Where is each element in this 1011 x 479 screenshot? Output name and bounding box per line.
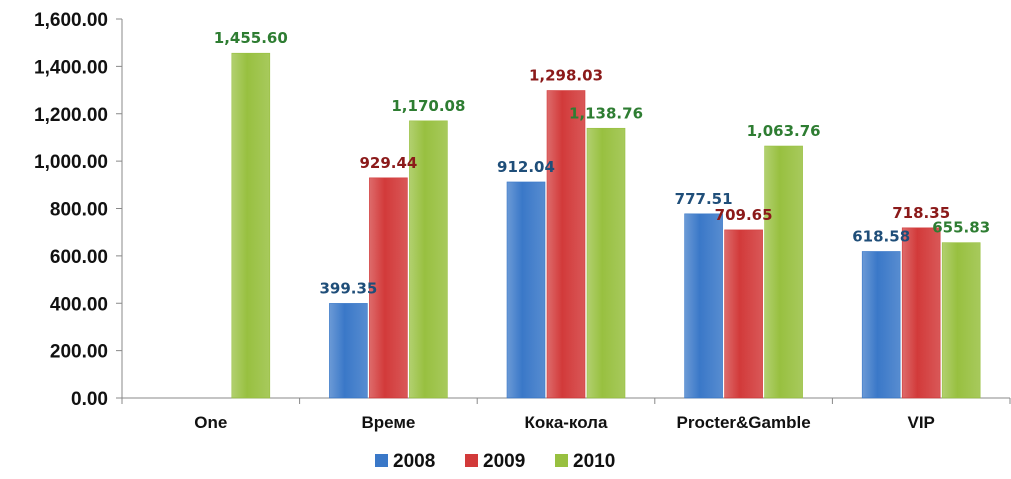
bar-2009 [724, 229, 763, 399]
legend-label-2010: 2010 [573, 451, 615, 472]
legend-swatch-2009 [465, 454, 478, 467]
bar-2008 [506, 181, 546, 399]
bar-2009 [901, 227, 941, 399]
bar-2009 [546, 90, 586, 399]
x-tick-label: VIP [907, 413, 934, 432]
y-tick-label: 0.00 [71, 389, 108, 410]
data-label-2008: 618.58 [852, 227, 910, 245]
bar-2010 [941, 242, 981, 399]
data-label-2010: 1,063.76 [747, 122, 821, 140]
legend-swatch-2008 [375, 454, 388, 467]
data-label-2010: 1,455.60 [214, 29, 288, 47]
x-axis: One Време Кока-кола Procter&Gamble VIP [121, 397, 1011, 432]
y-tick-label: 1,000.00 [34, 152, 108, 173]
bar-2010 [586, 127, 626, 399]
data-label-2009: 1,298.03 [529, 67, 603, 85]
bar-2009 [369, 177, 408, 399]
x-tick-label: Procter&Gamble [677, 413, 811, 432]
data-label-2009: 709.65 [715, 206, 773, 224]
data-label-2008: 399.35 [319, 279, 377, 297]
data-label-2010: 1,138.76 [569, 104, 643, 122]
y-tick-label: 1,600.00 [34, 10, 108, 31]
data-label-2010: 655.83 [932, 219, 990, 237]
y-axis: 0.00 200.00 400.00 600.00 800.00 1,000.00 1,20… [34, 10, 123, 410]
bar-2008 [684, 213, 723, 399]
y-tick-label: 1,400.00 [34, 57, 108, 78]
data-label-2010: 1,170.08 [391, 97, 465, 115]
legend-label-2009: 2009 [483, 451, 525, 472]
x-tick-label: Време [361, 413, 415, 432]
legend-label-2008: 2008 [393, 451, 435, 472]
y-tick-label: 400.00 [50, 294, 108, 315]
y-tick-label: 600.00 [50, 247, 108, 268]
legend-swatch-2010 [555, 454, 568, 467]
x-tick-label: Кока-кола [525, 413, 608, 432]
data-labels: 1,455.60 399.35 929.44 1,170.08 912.04 1,298.… [214, 29, 990, 297]
bar-2010 [409, 120, 448, 399]
bar-2010 [231, 52, 271, 399]
data-label-2008: 912.04 [497, 158, 555, 176]
x-tick-label: One [194, 413, 227, 432]
data-label-2008: 777.51 [675, 190, 733, 208]
legend: 2008 2009 2010 [375, 451, 615, 472]
y-tick-label: 200.00 [50, 342, 108, 363]
data-label-2009: 929.44 [359, 154, 417, 172]
bar-2008 [329, 303, 368, 399]
bars [231, 52, 981, 399]
bar-2010 [764, 145, 803, 399]
bar-2008 [861, 251, 901, 399]
y-tick-label: 800.00 [50, 200, 108, 221]
data-label-2009: 718.35 [892, 204, 950, 222]
y-tick-label: 1,200.00 [34, 105, 108, 126]
